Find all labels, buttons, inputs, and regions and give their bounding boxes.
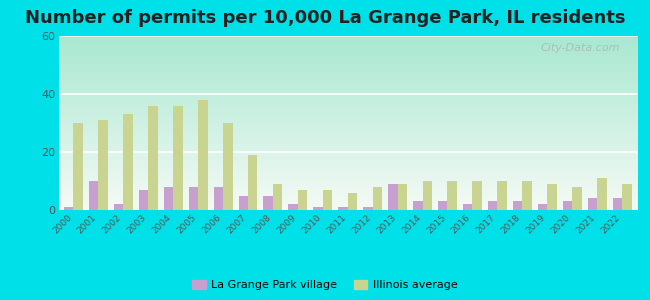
Bar xyxy=(572,187,582,210)
Bar xyxy=(173,106,183,210)
Bar xyxy=(323,190,332,210)
Bar xyxy=(523,181,532,210)
Text: Number of permits per 10,000 La Grange Park, IL residents: Number of permits per 10,000 La Grange P… xyxy=(25,9,625,27)
Bar xyxy=(298,190,307,210)
Bar xyxy=(372,187,382,210)
Bar xyxy=(348,193,358,210)
Bar xyxy=(73,123,83,210)
Bar xyxy=(124,114,133,210)
Bar xyxy=(64,207,73,210)
Bar xyxy=(148,106,158,210)
Bar xyxy=(612,198,622,210)
Bar xyxy=(214,187,223,210)
Bar xyxy=(223,123,233,210)
Bar xyxy=(248,155,257,210)
Bar xyxy=(622,184,632,210)
Bar xyxy=(363,207,372,210)
Bar xyxy=(188,187,198,210)
Bar xyxy=(164,187,173,210)
Bar xyxy=(538,204,547,210)
Bar xyxy=(289,204,298,210)
Bar xyxy=(388,184,398,210)
Bar xyxy=(198,100,207,210)
Bar xyxy=(338,207,348,210)
Bar xyxy=(438,201,447,210)
Bar xyxy=(597,178,606,210)
Bar xyxy=(398,184,407,210)
Bar xyxy=(313,207,323,210)
Bar xyxy=(139,190,148,210)
Bar xyxy=(413,201,423,210)
Bar xyxy=(563,201,572,210)
Bar xyxy=(463,204,473,210)
Bar xyxy=(588,198,597,210)
Text: City-Data.com: City-Data.com xyxy=(540,43,619,53)
Bar xyxy=(89,181,98,210)
Bar xyxy=(547,184,556,210)
Bar xyxy=(239,196,248,210)
Legend: La Grange Park village, Illinois average: La Grange Park village, Illinois average xyxy=(188,275,462,294)
Bar xyxy=(422,181,432,210)
Bar xyxy=(273,184,282,210)
Bar xyxy=(447,181,457,210)
Bar xyxy=(114,204,124,210)
Bar xyxy=(473,181,482,210)
Bar xyxy=(263,196,273,210)
Bar xyxy=(488,201,497,210)
Bar xyxy=(513,201,523,210)
Bar xyxy=(98,120,108,210)
Bar xyxy=(497,181,507,210)
